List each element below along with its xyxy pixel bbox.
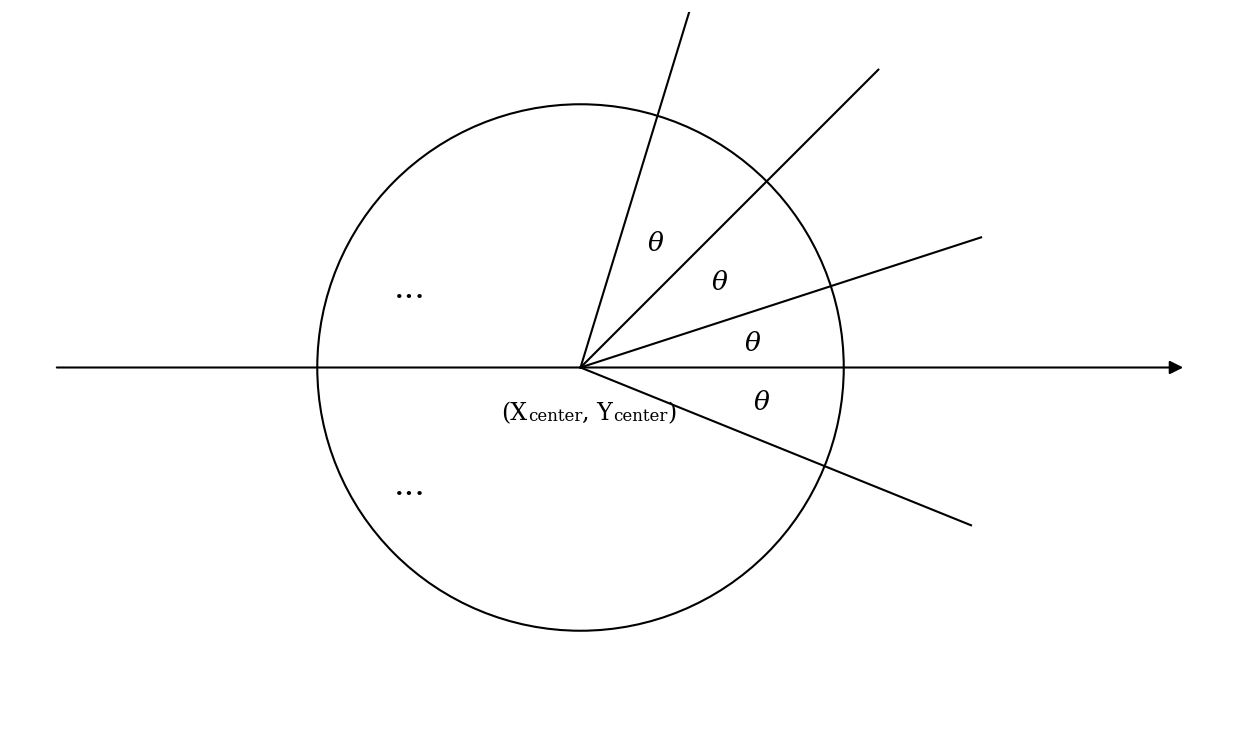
Text: ...: ... — [393, 273, 425, 304]
Text: θ: θ — [712, 270, 728, 295]
Text: θ: θ — [647, 231, 663, 256]
Text: ...: ... — [393, 470, 425, 502]
Text: θ: θ — [745, 331, 760, 356]
Text: θ: θ — [754, 390, 769, 415]
